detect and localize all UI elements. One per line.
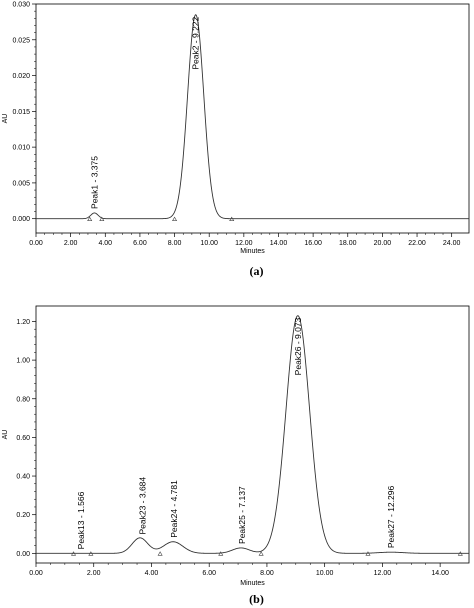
x-axis-title: Minutes xyxy=(240,248,265,255)
integration-marker xyxy=(218,551,224,556)
peak-label: Peak1 - 3.375 xyxy=(89,156,99,209)
peak-label: Peak13 - 1.566 xyxy=(76,491,86,549)
peak-label: Peak2 - 9.222 xyxy=(191,16,201,69)
x-tick-label: 12.00 xyxy=(235,240,253,247)
peak-label: Peak25 - 7.137 xyxy=(237,486,247,544)
y-tick-label: 0.40 xyxy=(16,474,30,481)
plot-frame xyxy=(35,3,470,234)
x-tick-label: 0.00 xyxy=(29,570,43,577)
y-tick-label: 1.20 xyxy=(16,319,30,326)
x-tick-label: 12.00 xyxy=(374,570,392,577)
integration-marker xyxy=(457,551,463,556)
x-tick-label: 24.00 xyxy=(443,240,461,247)
integration-marker xyxy=(229,216,235,221)
y-tick-label: 0.80 xyxy=(16,396,30,403)
integration-marker xyxy=(172,216,178,221)
integration-marker xyxy=(99,216,105,221)
y-tick-label: 0.020 xyxy=(12,73,30,80)
integration-marker xyxy=(365,551,371,556)
x-tick-label: 14.00 xyxy=(431,570,449,577)
x-tick-label: 20.00 xyxy=(374,240,392,247)
plot-frame xyxy=(35,305,470,564)
x-tick-label: 4.00 xyxy=(98,240,112,247)
peak-label: Peak26 - 9.073 xyxy=(293,317,303,375)
x-tick-label: 6.00 xyxy=(133,240,147,247)
y-tick-label: 0.015 xyxy=(12,109,30,116)
x-tick-label: 2.00 xyxy=(64,240,78,247)
integration-marker xyxy=(258,551,264,556)
series-trace xyxy=(36,315,469,554)
x-tick-label: 8.00 xyxy=(260,570,274,577)
y-tick-label: 0.20 xyxy=(16,512,30,519)
panel-label: (b) xyxy=(249,592,264,606)
chart-panel-a: 0.00 2.00 4.00 6.00 8.00 10.00 12.00 14.00 16.00… xyxy=(2,2,470,278)
integration-marker xyxy=(71,551,77,556)
x-tick-label: 8.00 xyxy=(168,240,182,247)
y-tick-label: 0.60 xyxy=(16,435,30,442)
x-tick-label: 10.00 xyxy=(200,240,218,247)
y-tick-label: 1.00 xyxy=(16,358,30,365)
y-tick-label: 0.005 xyxy=(12,180,30,187)
x-tick-label: 14.00 xyxy=(270,240,288,247)
x-tick-label: 16.00 xyxy=(304,240,322,247)
peak-label: Peak24 - 4.781 xyxy=(169,480,179,538)
x-tick-label: 4.00 xyxy=(145,570,159,577)
y-tick-label: 0.010 xyxy=(12,145,30,152)
x-axis-title: Minutes xyxy=(240,580,265,587)
chart-panel-b: 0.00 2.00 4.00 6.00 8.00 10.00 12.00 14.00 0.00 0… xyxy=(2,305,470,606)
x-tick-label: 18.00 xyxy=(339,240,357,247)
x-tick-label: 22.00 xyxy=(408,240,426,247)
y-tick-label: 0.000 xyxy=(12,216,30,223)
peak-label: Peak23 - 3.684 xyxy=(137,477,147,535)
x-tick-label: 0.00 xyxy=(29,240,43,247)
x-tick-label: 10.00 xyxy=(316,570,334,577)
y-tick-label: 0.025 xyxy=(12,37,30,44)
integration-marker xyxy=(87,216,93,221)
panel-label: (a) xyxy=(250,264,264,278)
x-tick-label: 6.00 xyxy=(202,570,216,577)
series-trace xyxy=(36,14,469,220)
y-axis-title: AU xyxy=(2,114,9,124)
y-tick-label: 0.030 xyxy=(12,2,30,9)
y-tick-label: 0.00 xyxy=(16,551,30,558)
integration-marker xyxy=(157,551,163,556)
peak-label: Peak27 - 12.296 xyxy=(386,486,396,549)
x-tick-label: 2.00 xyxy=(87,570,101,577)
integration-marker xyxy=(88,551,94,556)
y-axis-title: AU xyxy=(2,430,9,440)
